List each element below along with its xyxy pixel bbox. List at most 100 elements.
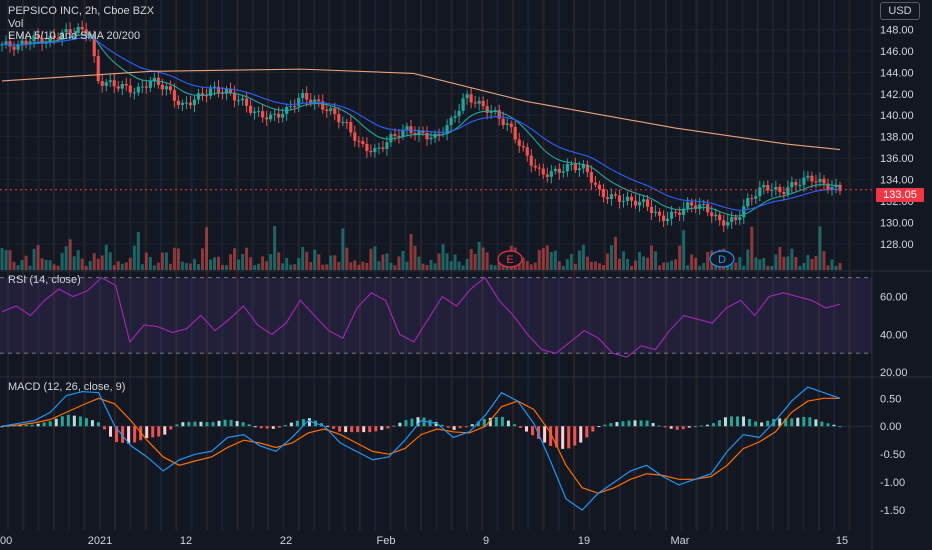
macd-histogram-bar bbox=[470, 424, 474, 427]
volume-bar bbox=[393, 265, 397, 270]
volume-bar bbox=[437, 253, 441, 270]
volume-bar bbox=[184, 263, 188, 270]
volume-bar bbox=[148, 256, 152, 270]
candle bbox=[172, 90, 177, 101]
volume-bar bbox=[144, 252, 148, 270]
candle bbox=[577, 168, 581, 171]
currency-button[interactable]: USD bbox=[880, 2, 920, 20]
macd-histogram-bar bbox=[537, 426, 541, 439]
candle bbox=[814, 181, 818, 183]
macd-histogram-bar bbox=[78, 416, 82, 427]
candle bbox=[60, 32, 64, 40]
time-tick-label: 15 bbox=[836, 535, 848, 547]
candle bbox=[232, 92, 237, 101]
candle bbox=[641, 199, 646, 202]
price-tick-label: 134.00 bbox=[880, 175, 914, 187]
macd-histogram-bar bbox=[760, 422, 764, 427]
candle bbox=[810, 175, 814, 182]
macd-histogram-bar bbox=[748, 419, 752, 427]
volume-bar bbox=[642, 256, 646, 270]
volume-bar bbox=[445, 253, 449, 270]
macd-histogram-bar bbox=[48, 421, 52, 427]
candle bbox=[826, 183, 830, 190]
volume-bar bbox=[493, 265, 497, 270]
candle bbox=[333, 108, 337, 115]
macd-histogram-bar bbox=[416, 417, 420, 427]
volume-bar bbox=[621, 251, 625, 270]
candle bbox=[236, 100, 241, 102]
candle bbox=[281, 113, 285, 118]
volume-bar bbox=[674, 259, 678, 270]
volume-bar bbox=[196, 264, 200, 270]
candle bbox=[100, 81, 104, 86]
volume-bar bbox=[565, 259, 569, 270]
candle bbox=[649, 206, 654, 213]
volume-bar bbox=[477, 241, 481, 270]
candle bbox=[108, 80, 112, 83]
candle bbox=[822, 178, 826, 184]
macd-histogram-bar bbox=[362, 426, 366, 433]
macd-tick-label: -1.50 bbox=[880, 505, 905, 517]
macd-histogram-bar bbox=[567, 426, 571, 449]
candle bbox=[585, 164, 589, 172]
volume-bar bbox=[654, 251, 658, 270]
macd-histogram-bar bbox=[217, 420, 221, 427]
ema-10-line bbox=[1, 36, 841, 211]
macd-histogram-bar bbox=[265, 426, 269, 429]
volume-bar bbox=[613, 236, 617, 270]
candle bbox=[501, 118, 505, 125]
candle bbox=[345, 122, 349, 124]
candle bbox=[553, 168, 557, 172]
candle bbox=[597, 184, 602, 190]
macd-histogram-bar bbox=[440, 424, 444, 427]
candle bbox=[625, 196, 630, 201]
volume-bar bbox=[786, 256, 790, 270]
time-tick-label: 9 bbox=[483, 535, 489, 547]
rsi-tick-label: 40.00 bbox=[880, 329, 908, 341]
candle bbox=[605, 197, 610, 200]
candle bbox=[196, 93, 201, 100]
volume-bar bbox=[208, 259, 212, 270]
macd-histogram-bar bbox=[295, 420, 299, 427]
candle bbox=[325, 109, 329, 112]
candle bbox=[192, 99, 197, 106]
volume-bar bbox=[112, 265, 116, 270]
macd-line bbox=[1, 386, 841, 511]
candle bbox=[152, 77, 156, 81]
volume-bar bbox=[421, 263, 425, 270]
candle bbox=[521, 145, 525, 148]
candle bbox=[301, 92, 305, 99]
candle bbox=[337, 114, 341, 123]
macd-histogram-bar bbox=[796, 417, 800, 427]
volume-bar bbox=[281, 263, 285, 270]
candle bbox=[694, 205, 698, 209]
macd-histogram-bar bbox=[90, 420, 94, 427]
candle bbox=[497, 110, 501, 119]
candle bbox=[786, 187, 790, 195]
candle bbox=[669, 211, 674, 219]
volume-bar bbox=[345, 247, 349, 270]
rsi-tick-label: 20.00 bbox=[880, 367, 908, 379]
volume-bar bbox=[730, 264, 734, 270]
volume-bar bbox=[834, 265, 838, 270]
volume-bar bbox=[397, 256, 401, 270]
candle bbox=[321, 101, 325, 110]
macd-histogram-bar bbox=[60, 416, 64, 427]
candle bbox=[525, 147, 529, 156]
volume-bar bbox=[481, 247, 485, 270]
macd-histogram-bar bbox=[344, 426, 348, 433]
volume-bar bbox=[489, 264, 493, 270]
candle bbox=[465, 94, 469, 99]
candle bbox=[377, 147, 381, 149]
volume-bar bbox=[818, 226, 822, 270]
volume-bar bbox=[377, 261, 381, 270]
candle bbox=[289, 106, 293, 108]
symbol-title: PEPSICO INC, 2h, Cboe BZX bbox=[8, 5, 155, 17]
candle bbox=[32, 35, 36, 42]
candle bbox=[533, 165, 537, 168]
candle bbox=[770, 190, 774, 192]
volume-bar bbox=[517, 263, 521, 270]
volume-bar bbox=[229, 254, 233, 270]
volume-bar bbox=[758, 259, 762, 270]
